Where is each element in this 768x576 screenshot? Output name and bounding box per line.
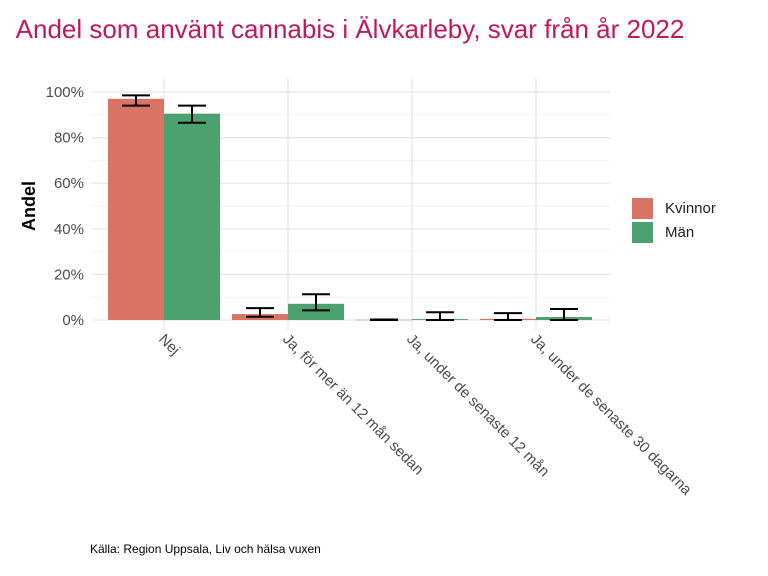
legend-swatch-man — [632, 221, 653, 243]
y-axis-title: Andel — [19, 181, 39, 231]
y-tick-label: 100% — [46, 84, 84, 101]
x-tick-label: Ja, under de senaste 30 dagarna — [527, 331, 695, 499]
y-tick-label: 40% — [54, 221, 84, 238]
y-tick-label: 60% — [54, 175, 84, 192]
x-tick-label: Ja, under de senaste 12 mån — [403, 331, 552, 480]
legend-item-man: Män — [632, 220, 716, 244]
source-note: Källa: Region Uppsala, Liv och hälsa vux… — [90, 542, 321, 556]
legend-label-man: Män — [665, 223, 695, 241]
legend-item-kvinnor: Kvinnor — [632, 196, 716, 220]
y-tick-label: 20% — [54, 266, 84, 283]
legend: Kvinnor Män — [632, 196, 716, 244]
bar — [288, 303, 344, 320]
x-tick-label: Ja, för mer än 12 mån sedan — [279, 331, 427, 479]
y-tick-label: 0% — [62, 312, 84, 329]
legend-swatch-kvinnor — [632, 197, 653, 219]
bar — [164, 113, 220, 320]
legend-label-kvinnor: Kvinnor — [665, 199, 716, 217]
chart-title: Andel som använt cannabis i Älvkarleby, … — [15, 14, 685, 44]
y-tick-label: 80% — [54, 130, 84, 147]
bar — [108, 98, 164, 320]
x-tick-label: Nej — [155, 331, 183, 359]
